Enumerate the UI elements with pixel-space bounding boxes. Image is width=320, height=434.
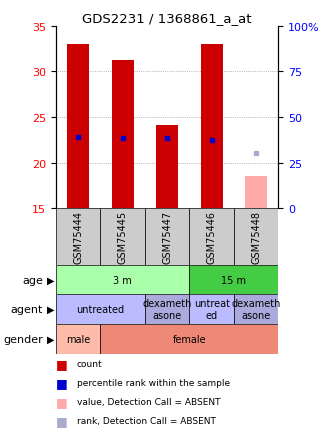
- Text: ■: ■: [56, 414, 68, 427]
- Bar: [56, 209, 100, 265]
- Text: 15 m: 15 m: [221, 275, 246, 285]
- Bar: [100, 324, 278, 354]
- Bar: [156, 126, 178, 209]
- Text: ▶: ▶: [47, 275, 55, 285]
- Bar: [100, 209, 145, 265]
- Text: untreat
ed: untreat ed: [194, 299, 230, 320]
- Text: agent: agent: [11, 305, 43, 314]
- Text: age: age: [22, 275, 43, 285]
- Bar: [56, 295, 145, 324]
- Text: ▶: ▶: [47, 334, 55, 344]
- Text: GSM75445: GSM75445: [118, 210, 128, 263]
- Bar: [189, 209, 234, 265]
- Text: ▶: ▶: [47, 305, 55, 314]
- Text: GSM75448: GSM75448: [251, 210, 261, 263]
- Text: 3 m: 3 m: [113, 275, 132, 285]
- Text: ■: ■: [56, 357, 68, 370]
- Title: GDS2231 / 1368861_a_at: GDS2231 / 1368861_a_at: [83, 12, 252, 25]
- Text: count: count: [77, 359, 102, 368]
- Bar: [145, 209, 189, 265]
- Text: dexameth
asone: dexameth asone: [142, 299, 192, 320]
- Bar: [245, 177, 267, 209]
- Bar: [67, 45, 89, 209]
- Text: GSM75444: GSM75444: [73, 210, 83, 263]
- Text: gender: gender: [4, 334, 43, 344]
- Text: female: female: [172, 334, 206, 344]
- Text: GSM75447: GSM75447: [162, 210, 172, 263]
- Text: value, Detection Call = ABSENT: value, Detection Call = ABSENT: [77, 397, 220, 406]
- Bar: [189, 265, 278, 295]
- Bar: [56, 265, 189, 295]
- Text: dexameth
asone: dexameth asone: [231, 299, 281, 320]
- Text: untreated: untreated: [76, 305, 124, 314]
- Bar: [145, 295, 189, 324]
- Bar: [201, 45, 223, 209]
- Text: GSM75446: GSM75446: [207, 210, 217, 263]
- Text: rank, Detection Call = ABSENT: rank, Detection Call = ABSENT: [77, 416, 216, 425]
- Bar: [234, 209, 278, 265]
- Text: percentile rank within the sample: percentile rank within the sample: [77, 378, 230, 387]
- Bar: [112, 61, 134, 209]
- Bar: [56, 324, 100, 354]
- Text: ■: ■: [56, 376, 68, 389]
- Bar: [234, 295, 278, 324]
- Text: ■: ■: [56, 395, 68, 408]
- Text: male: male: [66, 334, 90, 344]
- Bar: [189, 295, 234, 324]
